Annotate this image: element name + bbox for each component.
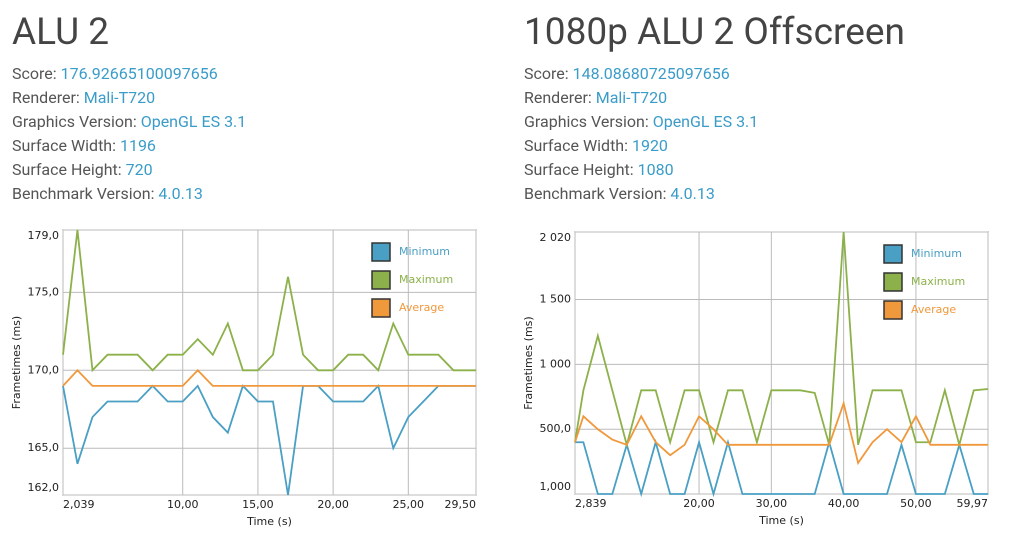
- info-field: Renderer: Mali-T720: [524, 86, 905, 110]
- field-label: Benchmark Version:: [524, 184, 667, 203]
- y-tick-label: 1,000: [540, 480, 572, 493]
- series-line: [574, 231, 989, 449]
- info-field: Surface Width: 1920: [524, 134, 905, 158]
- field-value: Mali-T720: [595, 88, 668, 107]
- x-tick-label: 25,00: [393, 498, 425, 511]
- y-tick-label: 170,0: [28, 363, 60, 376]
- field-value: OpenGL ES 3.1: [140, 112, 247, 131]
- legend-swatch: [371, 298, 391, 318]
- y-tick-label: 165,0: [28, 441, 60, 454]
- field-label: Graphics Version:: [12, 112, 137, 131]
- x-tick-label: 20,00: [683, 497, 715, 510]
- info-field: Score: 176.92665100097656: [12, 62, 246, 86]
- info-field: Benchmark Version: 4.0.13: [12, 182, 246, 206]
- field-label: Surface Width:: [12, 136, 116, 155]
- panel-title: ALU 2: [12, 11, 110, 54]
- field-value: 148.08680725097656: [572, 64, 730, 83]
- x-tick-label: 59,97: [957, 497, 989, 510]
- field-value: 1920: [631, 136, 668, 155]
- info-field: Benchmark Version: 4.0.13: [524, 182, 905, 206]
- y-tick-label: 2 020: [540, 231, 572, 244]
- legend-label: Average: [399, 301, 444, 314]
- y-tick-label: 1 500: [540, 292, 572, 305]
- field-label: Graphics Version:: [524, 112, 649, 131]
- x-tick-label: 15,00: [242, 498, 274, 511]
- x-tick-label: 20,00: [317, 498, 349, 511]
- panel-title: 1080p ALU 2 Offscreen: [524, 11, 905, 54]
- field-value: 4.0.13: [158, 184, 203, 203]
- legend-label: Minimum: [911, 247, 962, 260]
- field-value: Mali-T720: [83, 88, 156, 107]
- x-tick-label: 29,50: [445, 498, 477, 511]
- field-label: Surface Height:: [12, 160, 122, 179]
- x-tick-label: 2,839: [575, 497, 607, 510]
- y-tick-label: 179,0: [28, 229, 60, 242]
- legend-swatch: [883, 244, 903, 264]
- y-axis-label: Frametimes (ms): [522, 316, 535, 409]
- series-line: [62, 368, 476, 387]
- series-line: [62, 384, 476, 496]
- legend-label: Average: [911, 303, 956, 316]
- plot-area: [62, 229, 477, 496]
- info-field: Score: 148.08680725097656: [524, 62, 905, 86]
- field-value: 1080: [637, 160, 674, 179]
- y-axis-label: Frametimes (ms): [10, 316, 23, 409]
- info-field: Renderer: Mali-T720: [12, 86, 246, 110]
- info-panel: 1080p ALU 2 Offscreen Score: 148.08680725…: [524, 10, 905, 206]
- legend-label: Maximum: [911, 275, 965, 288]
- field-label: Score:: [12, 64, 57, 83]
- x-tick-label: 50,00: [900, 497, 932, 510]
- legend-label: Maximum: [399, 273, 453, 286]
- legend-swatch: [371, 270, 391, 290]
- field-value: 176.92665100097656: [60, 64, 218, 83]
- series-line: [575, 438, 988, 498]
- legend-label: Minimum: [399, 245, 450, 258]
- legend-swatch: [371, 242, 391, 262]
- info-field: Surface Height: 720: [12, 158, 246, 182]
- y-tick-label: 175,0: [28, 285, 60, 298]
- info-field: Surface Width: 1196: [12, 134, 246, 158]
- info-panel: ALU 2 Score: 176.92665100097656 Renderer: …: [12, 10, 246, 206]
- y-tick-label: 1 000: [540, 357, 572, 370]
- x-tick-label: 40,00: [828, 497, 860, 510]
- field-label: Score:: [524, 64, 569, 83]
- field-value: 720: [125, 160, 153, 179]
- series-line: [574, 400, 988, 466]
- y-tick-label: 500,0: [540, 422, 572, 435]
- field-label: Surface Height:: [524, 160, 634, 179]
- x-tick-label: 2,039: [63, 498, 95, 511]
- field-label: Surface Width:: [524, 136, 628, 155]
- x-axis-label: Time (s): [246, 515, 292, 528]
- x-tick-label: 10,00: [167, 498, 199, 511]
- y-tick-label: 162,0: [28, 481, 60, 494]
- plot-area: [574, 231, 989, 495]
- legend-swatch: [883, 300, 903, 320]
- x-tick-label: 30,00: [756, 497, 788, 510]
- legend-swatch: [883, 272, 903, 292]
- field-value: 1196: [119, 136, 156, 155]
- x-axis-label: Time (s): [758, 514, 804, 527]
- field-label: Renderer:: [524, 88, 592, 107]
- info-field: Graphics Version: OpenGL ES 3.1: [524, 110, 905, 134]
- field-label: Benchmark Version:: [12, 184, 155, 203]
- info-field: Surface Height: 1080: [524, 158, 905, 182]
- series-line: [62, 229, 476, 373]
- field-label: Renderer:: [12, 88, 80, 107]
- field-value: 4.0.13: [670, 184, 715, 203]
- info-field: Graphics Version: OpenGL ES 3.1: [12, 110, 246, 134]
- field-value: OpenGL ES 3.1: [652, 112, 759, 131]
